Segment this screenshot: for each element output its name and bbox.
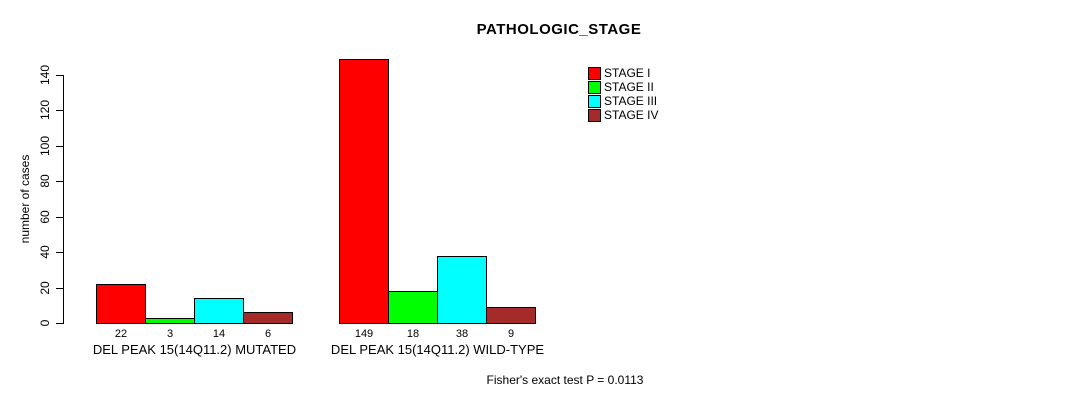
- legend-label: STAGE IV: [604, 108, 659, 122]
- y-tick-label-text: 40: [38, 245, 52, 259]
- legend-label: STAGE III: [604, 94, 658, 108]
- y-tick-label-text: 60: [38, 210, 52, 224]
- legend-swatch-icon: [588, 81, 601, 94]
- bar-value-label: 18: [406, 328, 420, 340]
- bar-value-label: 149: [354, 328, 374, 340]
- legend-label: STAGE II: [604, 80, 654, 94]
- bar-stage-i-group-2: [339, 59, 389, 324]
- y-tick-mark-40: [56, 252, 63, 254]
- bar-stage-ii-group-1: [145, 318, 195, 324]
- y-tick-label-text: 100: [38, 135, 52, 156]
- bar-value-label: 6: [264, 328, 272, 340]
- category-label-2: DEL PEAK 15(14Q11.2) WILD-TYPE: [330, 342, 545, 357]
- bar-value-label: 3: [166, 328, 174, 340]
- chart-title: PATHOLOGIC_STAGE: [476, 21, 642, 38]
- legend-swatch-icon: [588, 109, 601, 122]
- legend-swatch-icon: [588, 95, 601, 108]
- legend-swatch-icon: [588, 67, 601, 80]
- legend-label: STAGE I: [604, 66, 651, 80]
- y-tick-label-text: 120: [38, 100, 52, 121]
- bar-stage-ii-group-2: [388, 291, 438, 324]
- y-tick-label-text: 0: [38, 319, 52, 327]
- y-tick-mark-60: [56, 216, 63, 218]
- bar-stage-iii-group-1: [194, 298, 244, 324]
- bar-value-label: 22: [114, 328, 128, 340]
- y-tick-mark-80: [56, 181, 63, 183]
- y-tick-label-text: 20: [38, 280, 52, 295]
- y-axis-line: [63, 75, 64, 324]
- y-tick-mark-140: [56, 75, 63, 76]
- category-label-1: DEL PEAK 15(14Q11.2) MUTATED: [92, 342, 297, 357]
- bar-stage-iii-group-2: [437, 256, 487, 324]
- bar-value-label: 14: [212, 328, 226, 340]
- y-tick-mark-20: [56, 287, 63, 289]
- bar-stage-iv-group-2: [486, 307, 536, 324]
- footer-annotation: Fisher's exact test P = 0.0113: [486, 373, 644, 387]
- bar-value-label: 9: [507, 328, 515, 340]
- bar-stage-iv-group-1: [243, 312, 293, 324]
- y-tick-mark-0: [56, 323, 63, 324]
- y-tick-label-text: 80: [38, 174, 52, 188]
- y-tick-mark-100: [56, 145, 63, 147]
- y-axis-label-text: number of cases: [18, 154, 32, 244]
- bar-stage-i-group-1: [96, 284, 146, 324]
- y-tick-mark-120: [56, 110, 63, 112]
- y-tick-label-text: 140: [38, 64, 52, 86]
- bar-value-label: 38: [455, 328, 469, 340]
